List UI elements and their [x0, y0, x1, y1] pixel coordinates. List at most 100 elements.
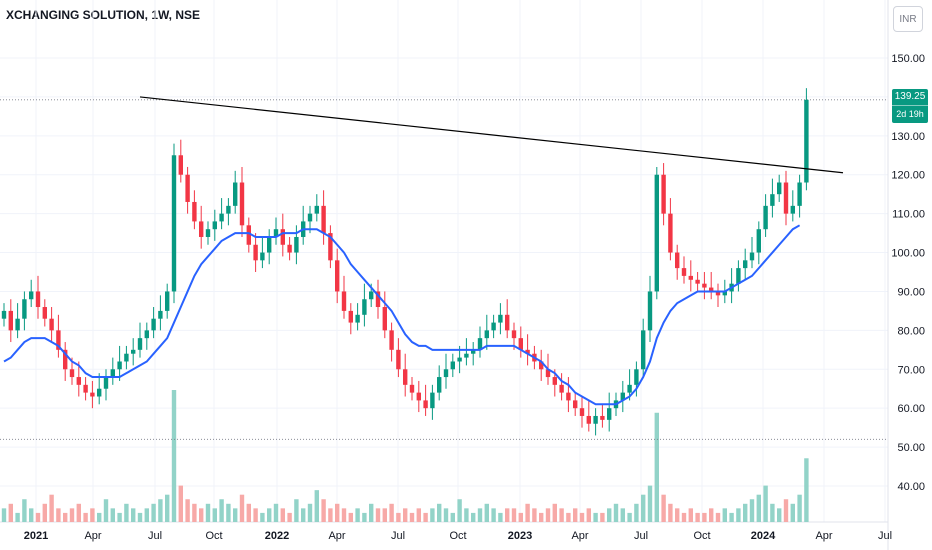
candle-body	[15, 318, 20, 331]
candle-body	[362, 299, 367, 315]
volume-bar	[280, 508, 285, 522]
candle-body	[110, 369, 115, 378]
candle-body	[702, 283, 707, 288]
volume-bar	[437, 503, 442, 522]
volume-bar	[668, 503, 673, 522]
candle-body	[212, 221, 217, 230]
volume-bar	[301, 508, 306, 522]
candle-body	[586, 415, 591, 424]
candle-body	[328, 233, 333, 261]
volume-bar	[76, 503, 81, 522]
candle-body	[42, 307, 47, 319]
candle-body	[443, 369, 449, 378]
volume-bar	[770, 503, 775, 522]
volume-bar	[566, 512, 571, 522]
volume-bar	[471, 512, 476, 522]
candle-body	[450, 361, 455, 370]
volume-bar	[763, 485, 768, 522]
x-tick-label: Jul	[391, 530, 405, 542]
candle-body	[607, 408, 612, 420]
candle-body	[348, 310, 353, 323]
candle-body	[464, 353, 469, 358]
volume-bar	[178, 485, 183, 522]
volume-bar	[226, 503, 231, 522]
candle-body	[83, 384, 88, 393]
volume-bar	[362, 512, 367, 522]
volume-bar	[681, 512, 687, 522]
volume-bar	[559, 508, 564, 522]
volume-bar	[511, 508, 517, 522]
volume-bar	[287, 512, 292, 522]
candle-body	[260, 252, 265, 261]
volume-bar	[783, 499, 789, 522]
volume-bar	[552, 503, 557, 522]
currency-button[interactable]: INR	[893, 6, 923, 32]
candle-body	[389, 330, 394, 350]
candle-body	[233, 182, 238, 206]
volume-bar	[593, 512, 598, 522]
volume-bar	[539, 512, 544, 522]
volume-bar	[151, 503, 156, 522]
volume-bar	[233, 508, 238, 522]
x-tick-label: Jul	[634, 530, 648, 542]
candle-body	[22, 299, 27, 319]
volume-bar	[165, 494, 170, 522]
candle-body	[341, 291, 347, 311]
y-tick-label: 50.00	[897, 442, 925, 454]
volume-bar	[348, 512, 353, 522]
candle-body	[124, 353, 129, 362]
volume-bar	[144, 508, 149, 522]
volume-bar	[185, 499, 190, 522]
volume-bar	[688, 508, 693, 522]
candle-body	[783, 182, 789, 214]
candle-body	[267, 236, 272, 253]
candle-body	[477, 338, 483, 350]
candle-body	[573, 400, 578, 409]
candle-body	[69, 369, 75, 378]
volume-bar	[15, 512, 20, 522]
volume-bar	[715, 512, 721, 522]
volume-bar	[423, 512, 428, 522]
candle-body	[661, 174, 666, 214]
volume-bar	[702, 512, 707, 522]
candle-body	[756, 229, 761, 253]
volume-bar	[430, 508, 435, 522]
volume-bar	[607, 508, 612, 522]
volume-bar	[749, 499, 755, 522]
candle-body	[335, 260, 340, 292]
volume-bar	[29, 508, 34, 522]
volume-bar	[736, 508, 741, 522]
y-tick-label: 120.00	[891, 170, 925, 182]
candle-body	[552, 377, 557, 385]
volume-bar	[267, 508, 272, 522]
candle-body	[151, 318, 156, 331]
volume-bar	[212, 508, 217, 522]
volume-bar	[450, 512, 455, 522]
candle-body	[137, 338, 143, 350]
volume-bar	[192, 503, 197, 522]
volume-bar	[586, 508, 591, 522]
volume-bar	[709, 508, 714, 522]
candle-body	[559, 384, 564, 393]
y-tick-label: 80.00	[897, 325, 925, 337]
candle-body	[430, 392, 435, 409]
y-tick-label: 130.00	[891, 131, 925, 143]
candle-body	[280, 229, 285, 245]
volume-bar	[498, 512, 503, 522]
volume-bar	[273, 503, 279, 522]
candle-body	[736, 268, 741, 284]
x-tick-label: 2022	[265, 530, 289, 542]
chart-title: XCHANGING SOLUTION, 1W, NSE	[6, 8, 201, 22]
candle-body	[131, 349, 136, 354]
volume-bar	[205, 503, 211, 522]
candle-body	[226, 205, 231, 214]
candle-body	[76, 377, 81, 385]
volume-bar	[124, 503, 129, 522]
volume-bar	[8, 503, 13, 522]
volume-bar	[294, 499, 299, 522]
candle-body	[593, 415, 598, 424]
x-tick-label: Apr	[815, 530, 832, 542]
volume-bar	[369, 503, 374, 522]
candle-body	[457, 357, 462, 362]
